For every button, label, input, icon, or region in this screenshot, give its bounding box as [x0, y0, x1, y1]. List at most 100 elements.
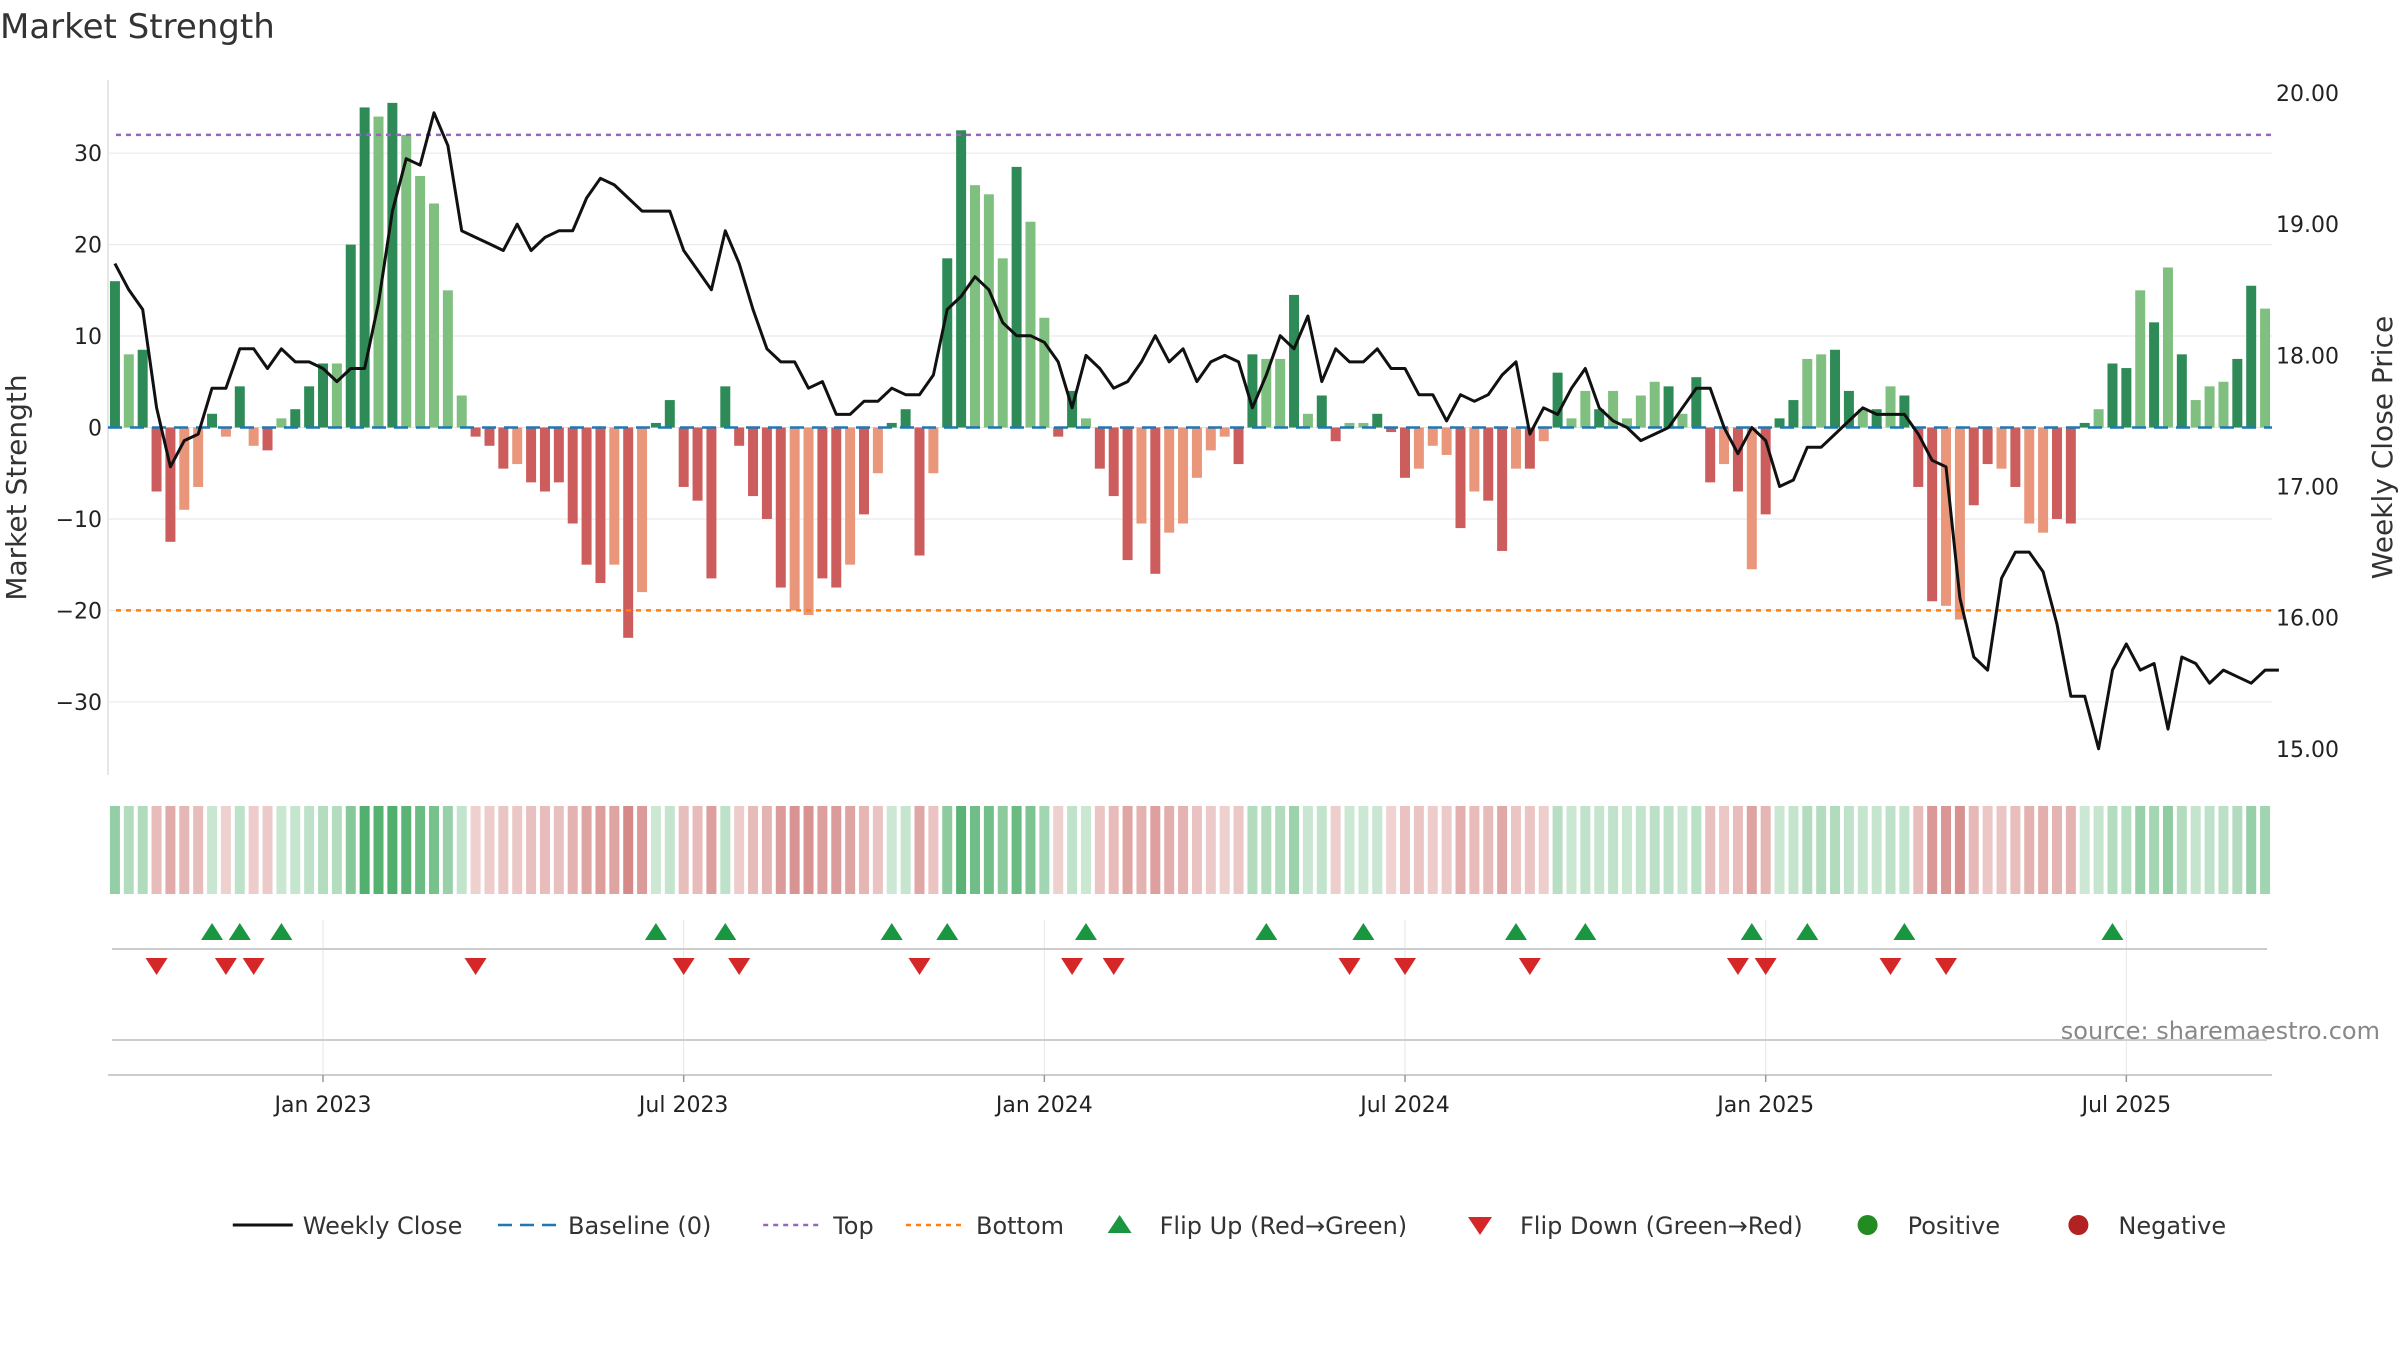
strength-bar — [318, 363, 329, 428]
heat-strip-cell — [456, 806, 467, 894]
strength-bar — [1608, 390, 1619, 428]
heat-strip-cell — [1552, 806, 1563, 894]
heat-strip-cell — [1400, 806, 1411, 894]
strength-bar — [983, 194, 994, 428]
flip-down-marker — [1518, 958, 1541, 975]
flip-up-marker — [1893, 923, 1916, 940]
legend-label: Top — [832, 1212, 874, 1240]
heat-strip-cell — [1871, 806, 1882, 894]
heat-strip-cell — [886, 806, 897, 894]
flip-up-marker — [1574, 923, 1597, 940]
heat-strip-cell — [1899, 806, 1910, 894]
strength-bar — [1122, 427, 1133, 561]
heat-strip-cell — [2162, 806, 2173, 894]
strength-bar — [1469, 427, 1480, 492]
strength-bar — [442, 290, 453, 428]
heat-strip-cell — [942, 806, 953, 894]
heat-strip-cell — [1621, 806, 1632, 894]
strength-bar — [1247, 354, 1258, 428]
strength-bar — [1455, 427, 1466, 529]
heat-strip-cell — [415, 806, 426, 894]
chart-title: Market Strength — [0, 7, 275, 47]
heat-strip-cell — [331, 806, 342, 894]
flip-down-marker — [908, 958, 931, 975]
strength-bar — [220, 427, 231, 437]
heat-strip-cell — [512, 806, 523, 894]
heat-strip-cell — [1913, 806, 1924, 894]
heat-strip-cell — [1677, 806, 1688, 894]
heat-strip-cell — [845, 806, 856, 894]
strength-bar — [2079, 422, 2090, 428]
heat-strip-cell — [553, 806, 564, 894]
strength-bar — [1289, 294, 1300, 428]
strength-bar — [109, 281, 120, 428]
heat-strip-cell — [1982, 806, 1993, 894]
heat-strip-cell — [1580, 806, 1591, 894]
x-tick-label: Jul 2023 — [637, 1093, 729, 1118]
heat-strip-cell — [1774, 806, 1785, 894]
strength-bar — [428, 203, 439, 428]
y2-axis-title: Weekly Close Price — [2366, 316, 2399, 579]
y-tick-label: 10 — [74, 325, 102, 350]
flip-up-marker — [1504, 923, 1527, 940]
heat-strip-cell — [137, 806, 148, 894]
strength-bar — [373, 116, 384, 428]
strength-bar — [553, 427, 564, 483]
heat-strip-cell — [609, 806, 620, 894]
strength-bar — [2093, 409, 2104, 428]
strength-bar — [664, 400, 675, 428]
heat-strip-cell — [748, 806, 759, 894]
strength-bar — [2190, 400, 2201, 428]
heat-strip-cell — [262, 806, 273, 894]
strength-bar — [1760, 427, 1771, 515]
legend-item-bottom: Bottom — [906, 1212, 1064, 1240]
strength-bar — [2065, 427, 2076, 524]
heat-strip-cell — [581, 806, 592, 894]
strength-bar — [1830, 349, 1841, 428]
legend-item-top: Top — [763, 1212, 874, 1240]
strength-bar — [1205, 427, 1216, 451]
heat-strip-cell — [1039, 806, 1050, 894]
heat-strip-cell — [761, 806, 772, 894]
heat-strip-cell — [997, 806, 1008, 894]
heat-strip-cell — [1524, 806, 1535, 894]
heat-strip-cell — [1649, 806, 1660, 894]
heat-strip-cell — [276, 806, 287, 894]
strength-bar — [526, 427, 537, 483]
strength-bar — [637, 427, 648, 593]
legend-label: Baseline (0) — [568, 1212, 711, 1240]
legend-item-close: Weekly Close — [232, 1212, 462, 1240]
strength-bar — [1885, 386, 1896, 428]
strength-bar — [567, 427, 578, 524]
strength-bar — [817, 427, 828, 579]
heat-strip-cell — [498, 806, 509, 894]
heat-strip-cell — [567, 806, 578, 894]
heat-strip-cell — [1483, 806, 1494, 894]
flip-up-marker — [1074, 923, 1097, 940]
strength-bar — [331, 363, 342, 428]
heat-strip-cell — [595, 806, 606, 894]
strength-bar — [1746, 427, 1757, 570]
heat-strip-cell — [2121, 806, 2132, 894]
heat-strip-cell — [1150, 806, 1161, 894]
heat-strip-cell — [817, 806, 828, 894]
legend-item-flip_up: Flip Up (Red→Green) — [1107, 1212, 1407, 1240]
x-tick-label: Jul 2024 — [1358, 1093, 1450, 1118]
strength-bar — [1358, 422, 1369, 428]
strength-bar — [1413, 427, 1424, 469]
strength-bar — [484, 427, 495, 446]
heat-strip-cell — [734, 806, 745, 894]
strength-bar — [678, 427, 689, 487]
heat-strip-cell — [706, 806, 717, 894]
flip-down-marker — [242, 958, 265, 975]
heat-strip-cell — [2065, 806, 2076, 894]
strength-bar — [359, 107, 370, 428]
heat-strip-cell — [2232, 806, 2243, 894]
y2-tick-label: 20.00 — [2276, 82, 2339, 107]
flip-up-marker — [880, 923, 903, 940]
strength-bar — [1136, 427, 1147, 524]
flip-up-marker — [1255, 923, 1278, 940]
strength-bar — [1108, 427, 1119, 497]
heat-strip-cell — [1136, 806, 1147, 894]
heat-strip-cell — [123, 806, 134, 894]
